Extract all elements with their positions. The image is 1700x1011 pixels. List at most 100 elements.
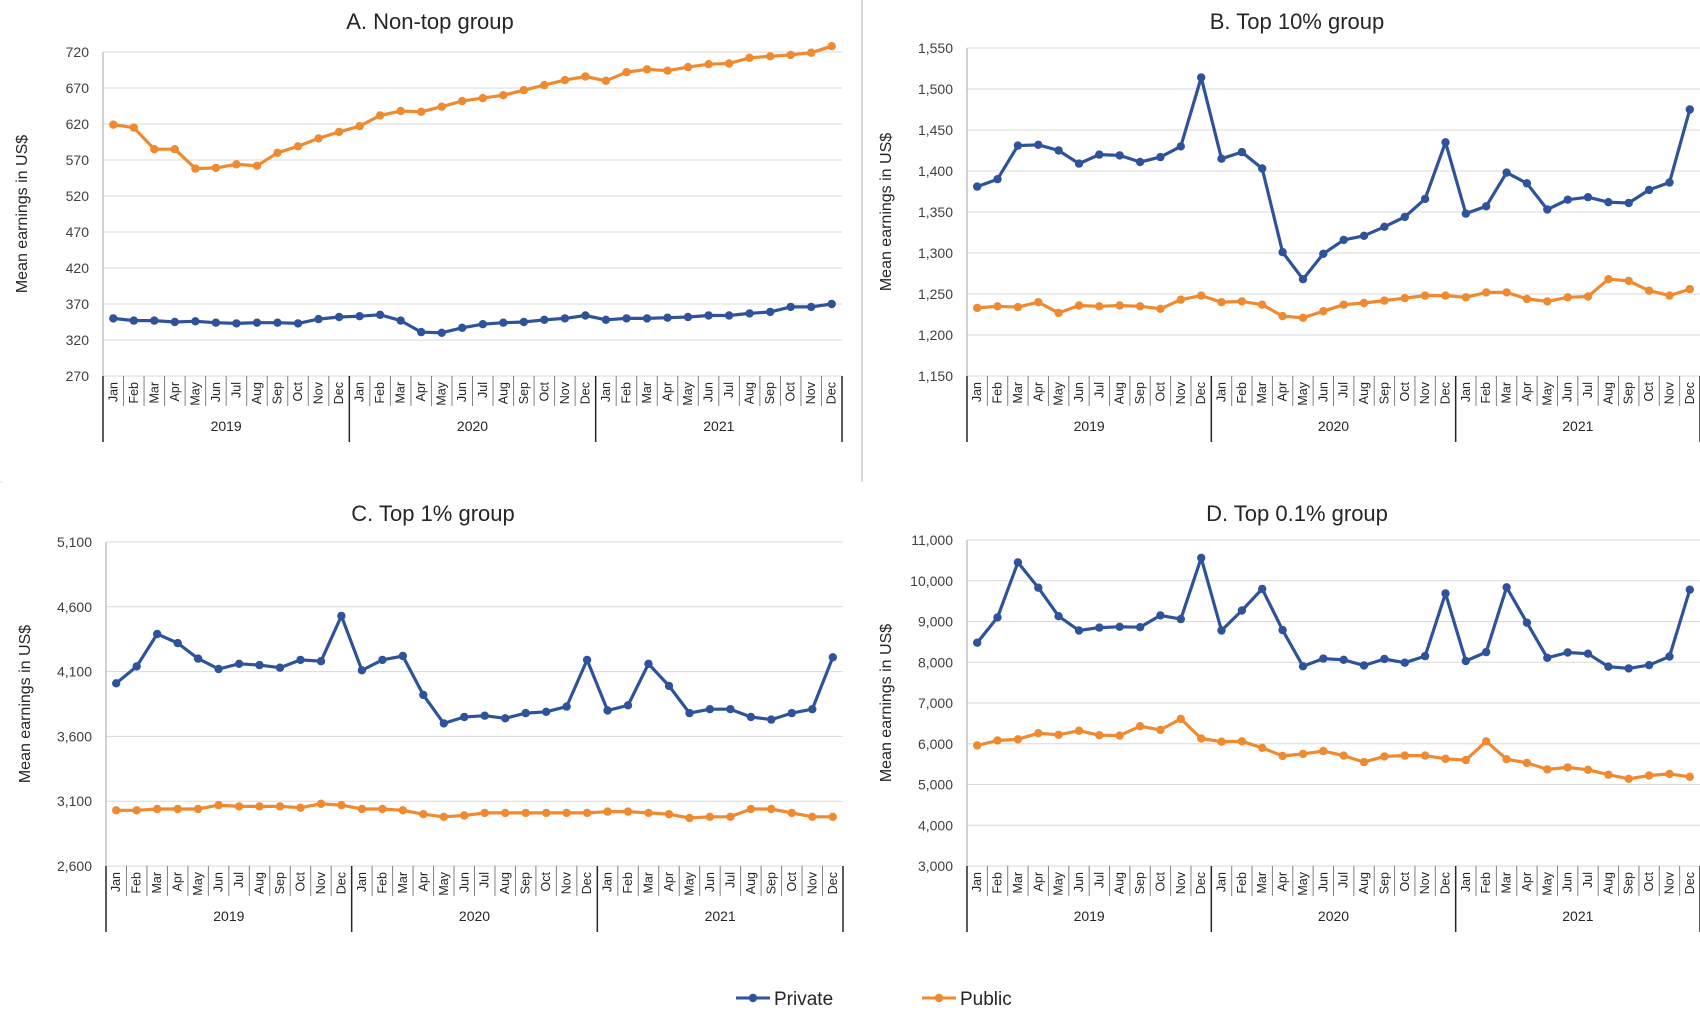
x-tick-label-month: Feb: [1235, 382, 1249, 404]
x-tick-label-month: Jan: [1459, 872, 1473, 892]
x-tick-label-month: Dec: [825, 382, 839, 404]
x-tick-label-month: Feb: [1479, 382, 1493, 404]
data-point-public: [1074, 301, 1084, 310]
data-point-public: [745, 53, 754, 62]
data-point-public: [1604, 770, 1613, 779]
legend-item-public: Public: [922, 989, 1012, 1010]
x-tick-label-month: Apr: [168, 382, 182, 401]
data-point-public: [170, 145, 179, 154]
data-point-public: [1197, 291, 1206, 300]
data-point-private: [1420, 651, 1430, 661]
data-point-public: [173, 804, 182, 814]
data-point-public: [1156, 725, 1165, 735]
x-tick-label-month: Aug: [498, 872, 512, 894]
data-point-public: [109, 120, 118, 129]
data-point-private: [1237, 606, 1247, 615]
x-tick-label-month: Feb: [991, 872, 1005, 894]
data-point-public: [1563, 293, 1572, 302]
chart-title: B. Top 10% group: [1210, 9, 1385, 34]
data-point-public: [724, 59, 734, 68]
data-point-private: [1278, 248, 1287, 257]
data-point-private: [1156, 152, 1165, 162]
data-point-private: [1644, 185, 1654, 195]
x-tick-label-month: Mar: [1500, 872, 1514, 894]
data-point-public: [644, 808, 653, 818]
legend-marker-private: [748, 993, 758, 1003]
data-point-public: [521, 808, 530, 818]
data-point-public: [603, 807, 612, 816]
data-point-private: [1013, 141, 1023, 150]
y-tick-label: 570: [66, 152, 90, 168]
data-point-public: [1420, 291, 1430, 300]
x-tick-label-month: Sep: [1133, 382, 1147, 404]
data-point-public: [560, 75, 570, 85]
data-point-public: [1115, 301, 1124, 310]
y-tick-label: 720: [66, 44, 90, 60]
data-point-private: [1380, 222, 1389, 231]
y-tick-label: 5,100: [57, 534, 92, 550]
x-tick-label-month: Jun: [702, 382, 716, 402]
data-point-public: [1380, 296, 1389, 305]
data-point-private: [1319, 654, 1328, 663]
data-point-public: [1502, 755, 1511, 764]
data-point-public: [153, 804, 162, 814]
x-tick-label-month: Jan: [601, 872, 615, 892]
data-point-public: [478, 93, 487, 103]
x-tick-label-month: Jan: [970, 382, 984, 402]
x-tick-label-month: May: [682, 871, 696, 895]
data-point-private: [704, 311, 713, 320]
data-point-private: [211, 318, 221, 327]
data-point-private: [1583, 649, 1593, 658]
data-point-public: [582, 808, 592, 818]
y-tick-label: 3,100: [57, 793, 92, 809]
data-point-public: [973, 303, 982, 313]
data-point-private: [1013, 558, 1023, 567]
data-point-public: [1685, 772, 1694, 781]
y-tick-label: 1,350: [918, 204, 953, 220]
data-point-public: [1278, 311, 1287, 321]
data-point-private: [150, 316, 159, 325]
data-point-public: [1319, 746, 1328, 756]
data-point-private: [521, 708, 530, 718]
data-point-public: [293, 142, 303, 151]
y-axis-title: Mean earnings in US$: [14, 135, 31, 293]
data-point-private: [1115, 151, 1124, 160]
data-point-private: [1217, 154, 1226, 163]
data-point-public: [993, 736, 1002, 745]
y-tick-label: 420: [66, 260, 90, 276]
x-tick-label-month: Jul: [723, 872, 737, 888]
y-tick-label: 2,600: [57, 858, 92, 874]
data-point-public: [1135, 302, 1145, 311]
data-point-public: [1217, 298, 1226, 307]
data-point-private: [1339, 235, 1348, 245]
data-point-private: [419, 690, 428, 700]
data-point-private: [1095, 623, 1104, 632]
x-tick-label-year: 2021: [703, 418, 734, 434]
data-point-public: [1176, 714, 1185, 724]
data-point-public: [1054, 730, 1063, 739]
x-tick-label-month: May: [1540, 381, 1554, 405]
x-tick-label-month: Aug: [1113, 872, 1127, 894]
data-point-private: [683, 312, 693, 322]
x-tick-label-month: Sep: [519, 872, 533, 894]
data-point-public: [1237, 737, 1247, 746]
data-point-private: [458, 323, 467, 332]
data-point-private: [437, 328, 446, 337]
series-line-public: [975, 277, 1692, 320]
y-axis-title: Mean earnings in US$: [878, 133, 895, 291]
x-tick-label-month: Feb: [375, 872, 389, 894]
data-point-public: [767, 804, 776, 814]
data-point-public: [296, 803, 305, 812]
x-tick-label-month: Nov: [1174, 871, 1188, 894]
data-point-public: [193, 804, 203, 814]
x-tick-label-year: 2020: [1318, 908, 1349, 924]
data-point-private: [499, 318, 508, 327]
y-tick-label: 270: [66, 368, 90, 384]
data-point-public: [1482, 737, 1491, 746]
data-point-public: [357, 804, 367, 814]
y-tick-label: 520: [66, 188, 90, 204]
y-axis-title: Mean earnings in US$: [878, 624, 895, 782]
x-tick-label-month: Jun: [1561, 382, 1575, 402]
data-point-private: [827, 299, 836, 309]
x-tick-label-month: Nov: [1174, 381, 1188, 404]
